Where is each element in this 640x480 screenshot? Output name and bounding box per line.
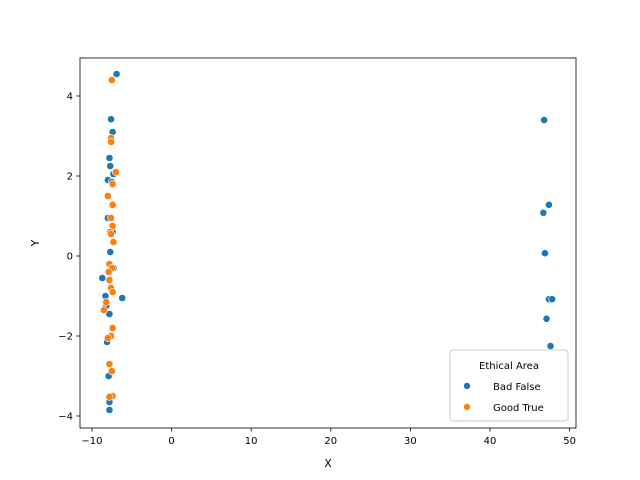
x-tick-label: 40 <box>484 436 497 447</box>
point-good-true <box>104 268 113 276</box>
x-tick-label: 0 <box>168 436 174 447</box>
point-bad-false <box>545 200 553 209</box>
point-good-true <box>107 76 116 84</box>
x-tick-label: 30 <box>404 436 417 447</box>
point-bad-false <box>112 70 121 78</box>
legend-title: Ethical Area <box>479 361 539 372</box>
point-good-true <box>107 138 115 146</box>
point-good-true <box>99 306 108 314</box>
y-tick-label: 2 <box>67 172 73 183</box>
point-good-true <box>109 238 118 246</box>
point-good-true <box>111 168 120 176</box>
y-tick-label: −2 <box>58 332 73 343</box>
x-axis-ticks: −10 0 10 20 30 40 50 <box>81 428 576 447</box>
point-bad-false <box>548 295 557 304</box>
point-good-true <box>107 367 116 376</box>
point-bad-false <box>118 294 127 302</box>
point-good-true <box>108 180 117 188</box>
y-axis-label: Y <box>29 239 42 247</box>
point-good-true <box>103 334 112 342</box>
point-bad-false <box>105 406 114 414</box>
point-bad-false <box>541 249 549 258</box>
y-axis-ticks: −4 −2 0 2 4 <box>58 92 80 423</box>
point-bad-false <box>98 274 107 282</box>
point-good-true <box>105 360 114 368</box>
point-bad-false <box>542 314 551 323</box>
legend: Ethical Area Bad False Good True <box>449 349 569 422</box>
y-tick-label: −4 <box>58 412 73 423</box>
x-tick-label: 20 <box>324 436 337 447</box>
point-bad-false <box>105 310 114 318</box>
point-bad-false <box>540 116 549 124</box>
point-good-true <box>105 276 114 284</box>
point-good-true <box>107 214 115 222</box>
point-good-true <box>108 288 117 296</box>
point-bad-false <box>546 342 555 350</box>
point-good-true <box>105 392 114 401</box>
plot-frame <box>79 57 577 429</box>
point-good-true <box>108 200 117 209</box>
point-bad-false <box>107 115 115 124</box>
x-tick-label: −10 <box>81 436 102 447</box>
legend-label-good-true: Good True <box>493 403 544 414</box>
point-good-true <box>108 324 117 332</box>
legend-marker-bad-false <box>463 382 471 390</box>
point-good-true <box>102 298 111 306</box>
x-tick-label: 50 <box>563 436 576 447</box>
x-axis-label: X <box>324 457 332 470</box>
legend-marker-good-true <box>463 403 471 411</box>
point-good-true <box>107 230 115 238</box>
point-bad-false <box>106 162 115 170</box>
legend-label-bad-false: Bad False <box>493 382 541 393</box>
y-tick-label: 0 <box>67 252 73 263</box>
points-layer <box>98 70 557 414</box>
point-bad-false <box>106 248 115 256</box>
point-good-true <box>103 192 112 200</box>
legend-box <box>449 349 569 422</box>
y-tick-label: 4 <box>67 92 73 103</box>
point-bad-false <box>539 208 548 217</box>
x-tick-label: 10 <box>245 436 258 447</box>
point-bad-false <box>105 154 114 162</box>
